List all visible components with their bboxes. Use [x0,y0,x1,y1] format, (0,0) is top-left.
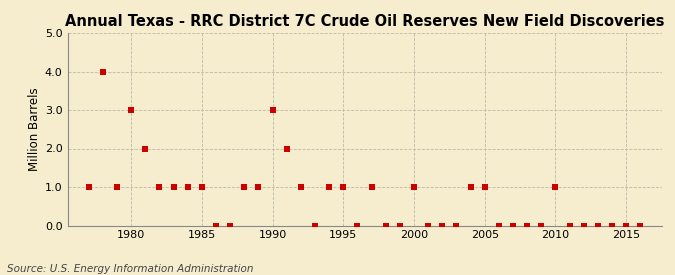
Point [437,223,448,228]
Point [253,185,264,189]
Title: Annual Texas - RRC District 7C Crude Oil Reserves New Field Discoveries: Annual Texas - RRC District 7C Crude Oil… [65,14,664,29]
Point [211,223,221,228]
Text: Source: U.S. Energy Information Administration: Source: U.S. Energy Information Administ… [7,264,253,274]
Point [310,223,321,228]
Point [451,223,462,228]
Point [154,185,165,189]
Point [479,185,490,189]
Point [522,223,533,228]
Point [394,223,405,228]
Point [408,185,419,189]
Point [465,185,476,189]
Point [126,108,136,112]
Point [196,185,207,189]
Point [296,185,306,189]
Point [635,223,646,228]
Point [550,185,561,189]
Point [182,185,193,189]
Point [423,223,433,228]
Point [239,185,250,189]
Point [621,223,632,228]
Point [593,223,603,228]
Point [168,185,179,189]
Point [267,108,278,112]
Point [324,185,335,189]
Point [97,69,108,74]
Y-axis label: Million Barrels: Million Barrels [28,87,40,171]
Point [281,146,292,151]
Point [607,223,618,228]
Point [83,185,94,189]
Point [508,223,518,228]
Point [578,223,589,228]
Point [366,185,377,189]
Point [352,223,363,228]
Point [564,223,575,228]
Point [140,146,151,151]
Point [225,223,236,228]
Point [380,223,391,228]
Point [536,223,547,228]
Point [493,223,504,228]
Point [338,185,349,189]
Point [111,185,122,189]
